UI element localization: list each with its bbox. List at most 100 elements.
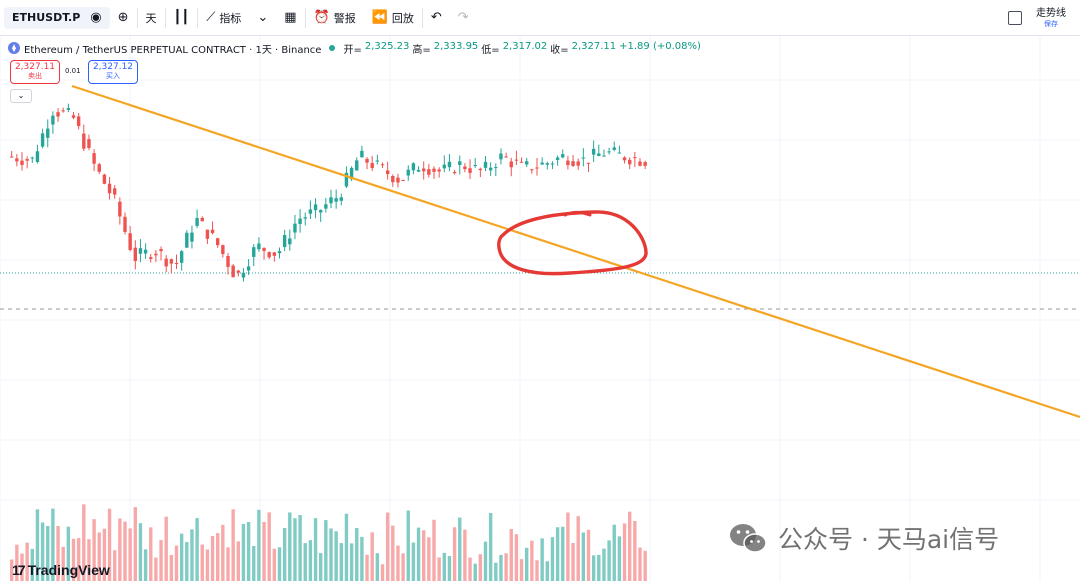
candle-body	[540, 162, 544, 165]
save-main-label: 走势线	[1036, 8, 1066, 20]
volume-bar	[638, 547, 642, 581]
layout-button[interactable]: ▦	[276, 0, 304, 36]
volume-bar	[205, 549, 210, 581]
candle-body	[51, 115, 55, 125]
price-chart[interactable]	[0, 36, 1080, 581]
volume-bar	[478, 554, 483, 581]
candle-body	[555, 157, 560, 161]
candle-body	[633, 157, 637, 159]
buy-button[interactable]: 2,327.12 买入	[88, 60, 138, 84]
volume-bar	[360, 536, 364, 581]
candle-body	[458, 161, 462, 165]
volume-bar	[293, 518, 297, 581]
volume-bar	[308, 540, 313, 581]
volume-bar	[66, 526, 71, 581]
compare-button[interactable]: ⊕	[110, 0, 137, 36]
collapse-legend-button[interactable]: ⌄	[10, 89, 32, 103]
volume-bar	[339, 543, 343, 581]
indicators-button[interactable]: ⟋ 指标	[198, 0, 249, 36]
symbol-search-button[interactable]: ETHUSDT.P ◉	[4, 6, 110, 29]
volume-bar	[437, 557, 441, 581]
watermark-text: 公众号 · 天马ai信号	[778, 525, 1000, 554]
fullscreen-checkbox[interactable]	[1008, 11, 1022, 25]
candle-body	[329, 197, 333, 204]
tradingview-logo[interactable]: 17 TradingView	[12, 562, 110, 578]
volume-bar	[123, 521, 127, 581]
volume-bar	[494, 562, 498, 581]
volume-bar	[15, 544, 19, 581]
volume-bar	[246, 522, 251, 581]
candle-body	[179, 251, 184, 263]
candle-body	[20, 160, 24, 165]
candle-body	[396, 177, 400, 183]
market-status-icon[interactable]	[329, 45, 336, 51]
hand-drawn-circle[interactable]	[497, 210, 648, 276]
alert-button[interactable]: ⏰ 警报	[306, 0, 364, 36]
volume-bar	[432, 519, 436, 581]
candle-body	[56, 112, 60, 117]
candle-body	[71, 115, 76, 118]
replay-button[interactable]: ⏪ 回放	[364, 0, 422, 36]
candle-body	[257, 243, 261, 250]
candle-body	[205, 229, 210, 239]
indicators-label: 指标	[219, 11, 242, 25]
buy-label: 买入	[106, 71, 120, 80]
candle-body	[97, 164, 101, 172]
candle-body	[272, 252, 277, 256]
trendline[interactable]	[71, 84, 1080, 419]
volume-bar	[97, 532, 101, 581]
volume-bar	[416, 527, 421, 581]
volume-bar	[334, 531, 338, 581]
close-value: 2,327.11	[571, 40, 617, 52]
save-sub-label: 保存	[1044, 19, 1058, 28]
volume-bar	[56, 525, 60, 581]
buy-price: 2,327.12	[92, 62, 134, 72]
volume-bar	[571, 542, 575, 581]
volume-bar	[375, 553, 380, 581]
volume-bar	[92, 519, 96, 581]
save-button[interactable]: 走势线 保存	[1036, 8, 1066, 28]
spread-value: 0.01	[65, 67, 81, 75]
eye-icon[interactable]: ◉	[90, 10, 102, 25]
candle-body	[324, 204, 328, 209]
candle-body	[15, 158, 19, 162]
candle-body	[483, 161, 488, 168]
volume-bar	[488, 512, 493, 581]
volume-bar	[550, 537, 555, 581]
candle-body	[380, 164, 385, 166]
volume-bar	[545, 561, 549, 581]
volume-bar	[288, 512, 292, 581]
tradingview-mark-icon: 17	[12, 562, 26, 578]
undo-button[interactable]: ↶	[423, 0, 450, 36]
chart-type-button[interactable]: ┃┃	[166, 0, 198, 36]
candle-body	[82, 133, 86, 149]
legend-title[interactable]: Ethereum / TetherUS PERPETUAL CONTRACT ·…	[24, 44, 322, 56]
alert-label: 警报	[333, 11, 356, 25]
volume-bar	[463, 529, 467, 581]
volume-bar	[519, 559, 524, 581]
volume-bar	[262, 521, 266, 581]
volume-bar	[380, 564, 385, 581]
candle-body	[231, 265, 235, 278]
interval-button[interactable]: 天	[138, 0, 165, 36]
volume-bar	[221, 524, 225, 581]
candle-body	[550, 163, 555, 165]
volume-bar	[210, 536, 215, 581]
indicators-dropdown[interactable]: ⌄	[249, 0, 276, 36]
sell-button[interactable]: 2,327.11 卖出	[10, 60, 60, 84]
volume-bar	[422, 530, 426, 581]
candle-body	[463, 166, 467, 170]
candle-body	[643, 162, 647, 166]
volume-bar	[185, 542, 189, 581]
candle-body	[195, 218, 199, 226]
candle-body	[221, 245, 225, 255]
volume-bar	[319, 553, 323, 581]
rewind-icon: ⏪	[371, 10, 388, 25]
candle-body	[488, 167, 493, 171]
candle-body	[478, 168, 483, 171]
candle-body	[102, 174, 107, 184]
redo-button[interactable]: ↷	[450, 0, 477, 36]
top-toolbar: ETHUSDT.P ◉ ⊕ 天 ┃┃ ⟋ 指标 ⌄ ▦ ⏰ 警报 ⏪ 回放 ↶ …	[0, 0, 1080, 36]
candle-body	[262, 247, 266, 252]
candle-body	[375, 160, 380, 162]
